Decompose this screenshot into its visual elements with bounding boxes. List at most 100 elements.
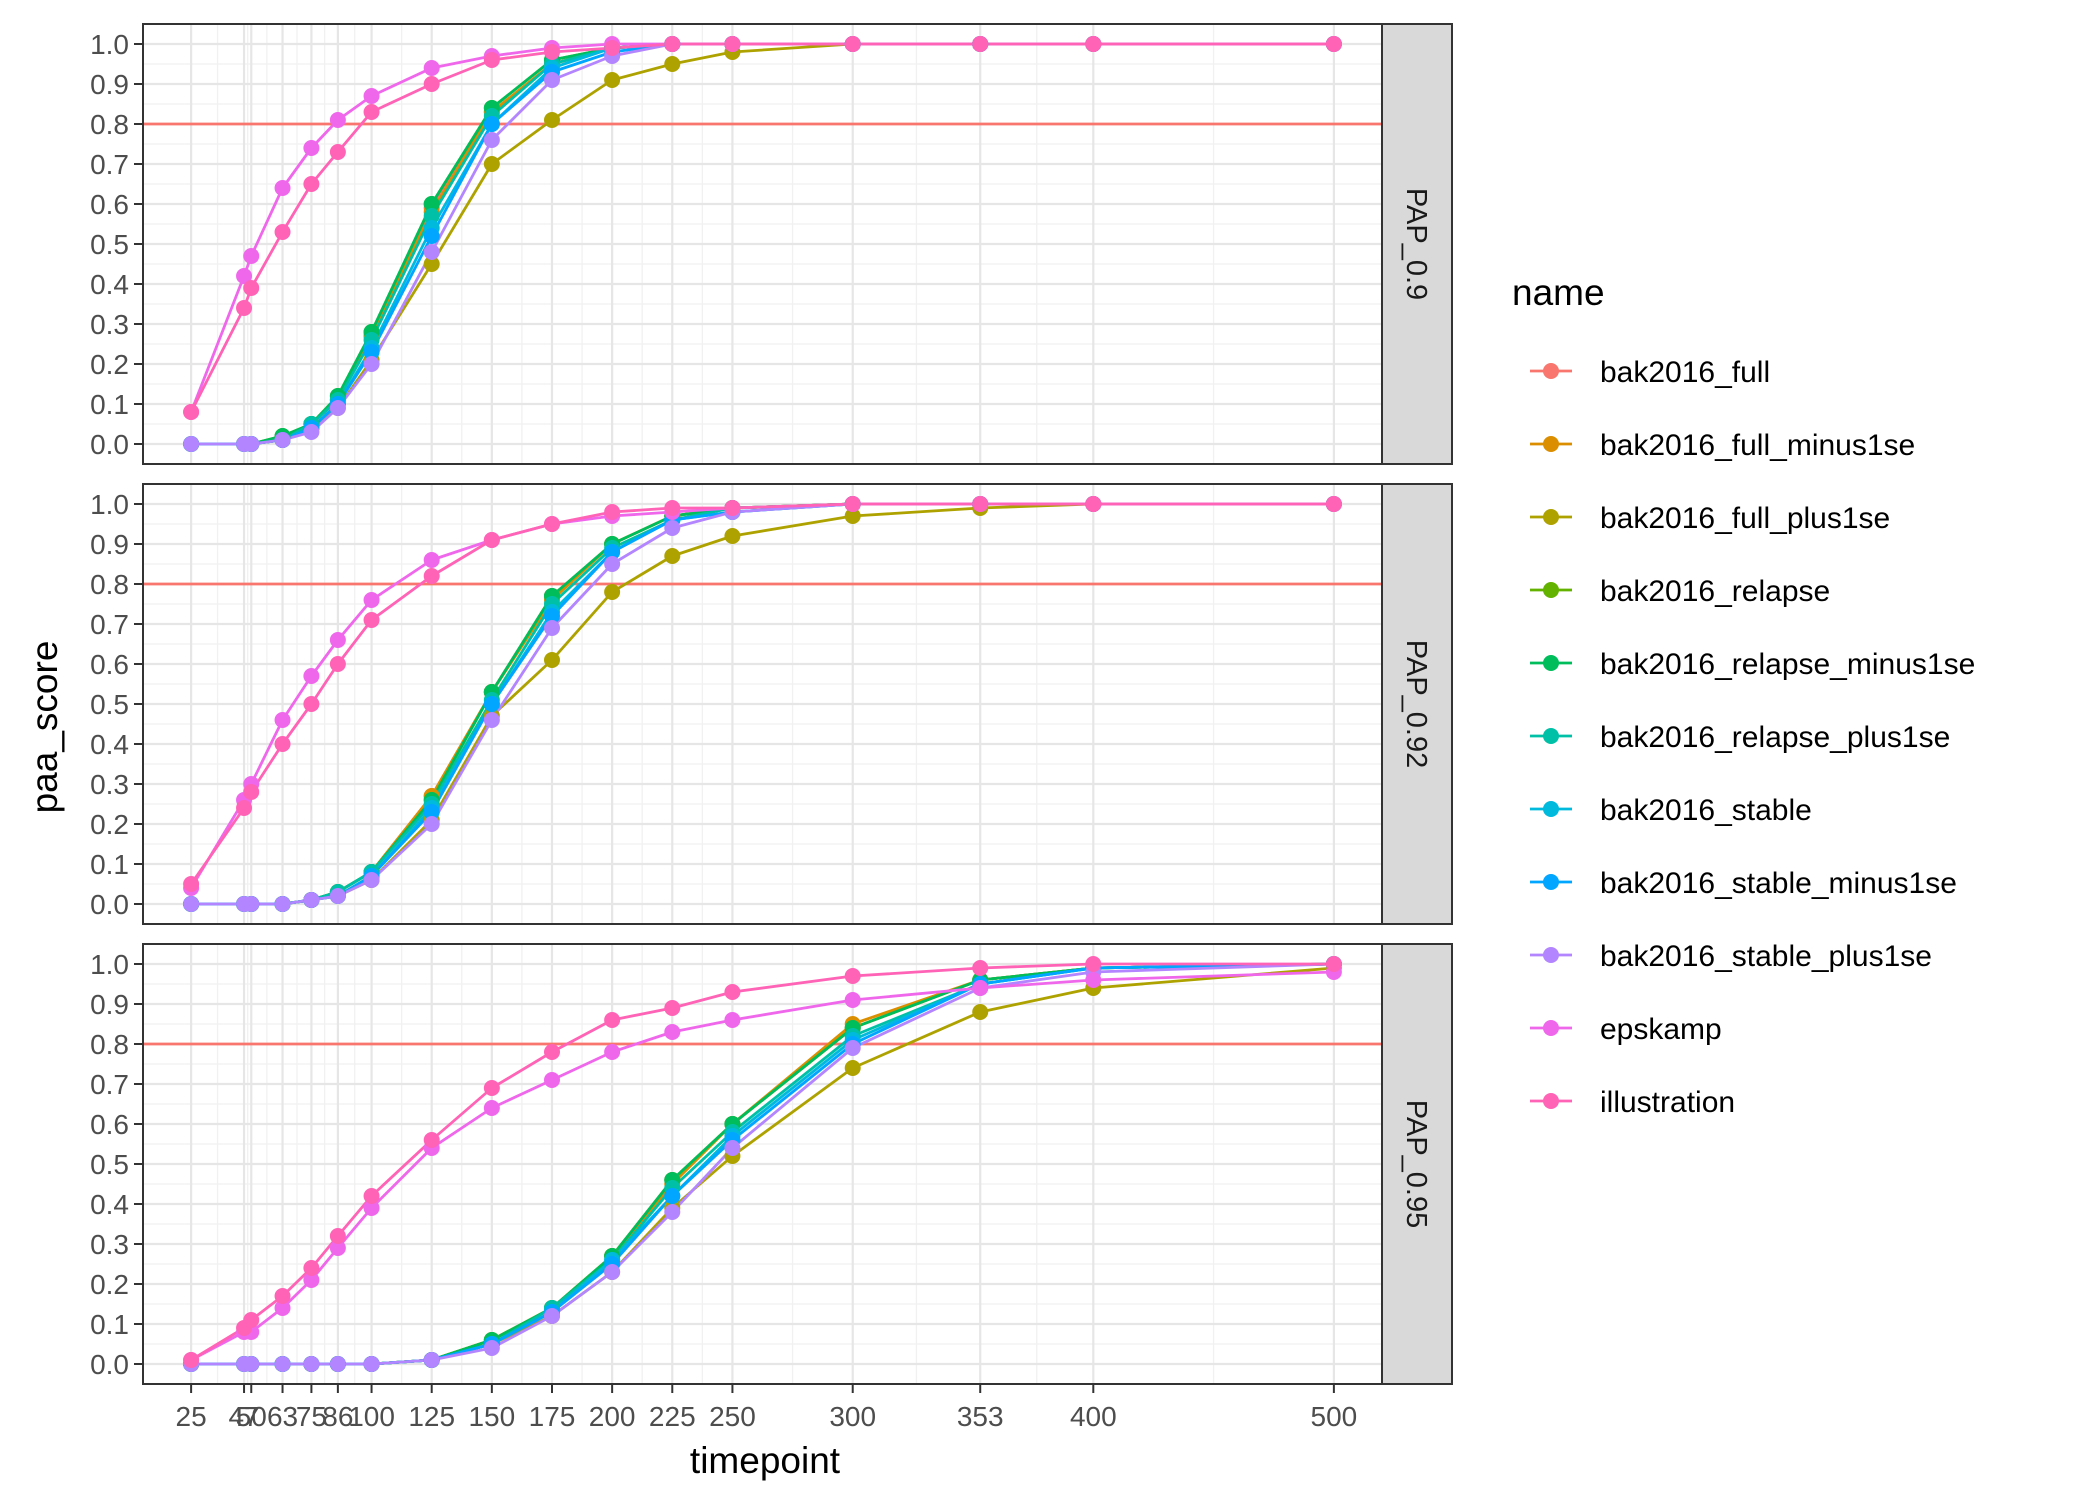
data-point-bak2016_stable_plus1se — [303, 424, 320, 440]
data-point-illustration — [183, 404, 200, 420]
data-point-bak2016_stable_plus1se — [724, 1140, 741, 1156]
data-point-bak2016_stable_minus1se — [483, 116, 500, 132]
data-point-epskamp — [329, 112, 346, 128]
data-point-epskamp — [329, 1240, 346, 1256]
data-point-epskamp — [363, 88, 380, 104]
data-point-illustration — [329, 144, 346, 160]
data-point-bak2016_full_plus1se — [543, 112, 560, 128]
data-point-epskamp — [543, 1072, 560, 1088]
data-point-bak2016_stable_minus1se — [543, 608, 560, 624]
legend-key-point — [1543, 1093, 1559, 1109]
data-point-epskamp — [303, 668, 320, 684]
data-point-illustration — [243, 1312, 260, 1328]
data-point-epskamp — [363, 1200, 380, 1216]
y-tick-label: 0.5 — [90, 1149, 129, 1180]
y-tick-label: 0.5 — [90, 689, 129, 720]
x-tick-label: 225 — [649, 1401, 696, 1432]
data-point-illustration — [274, 224, 291, 240]
x-tick-label: 50 — [236, 1401, 267, 1432]
data-point-bak2016_full_plus1se — [423, 256, 440, 272]
y-tick-label: 0.3 — [90, 1229, 129, 1260]
y-tick-label: 0.8 — [90, 1029, 129, 1060]
data-point-bak2016_stable_plus1se — [423, 244, 440, 260]
x-tick-label: 300 — [829, 1401, 876, 1432]
data-point-illustration — [329, 1228, 346, 1244]
data-point-illustration — [329, 656, 346, 672]
facet-strip-label: PAP_0.9 — [1400, 188, 1432, 300]
data-point-bak2016_stable_plus1se — [664, 1204, 681, 1220]
y-tick-label: 0.9 — [90, 69, 129, 100]
x-tick-label: 150 — [468, 1401, 515, 1432]
data-point-illustration — [543, 44, 560, 60]
data-point-illustration — [664, 500, 681, 516]
legend-item-bak2016_stable_minus1se: bak2016_stable_minus1se — [1530, 867, 1957, 900]
data-point-illustration — [483, 532, 500, 548]
data-point-bak2016_stable_plus1se — [483, 712, 500, 728]
data-point-bak2016_stable_plus1se — [329, 400, 346, 416]
x-tick-label: 200 — [589, 1401, 636, 1432]
legend-key-point — [1543, 363, 1559, 379]
data-point-bak2016_stable_minus1se — [363, 344, 380, 360]
data-point-bak2016_stable_plus1se — [329, 888, 346, 904]
data-point-illustration — [363, 1188, 380, 1204]
data-point-illustration — [183, 876, 200, 892]
y-tick-label: 0.4 — [90, 269, 129, 300]
data-point-epskamp — [274, 1300, 291, 1316]
x-tick-label: 400 — [1070, 1401, 1117, 1432]
data-point-epskamp — [483, 1100, 500, 1116]
facet-strip — [1381, 23, 1453, 465]
data-point-illustration — [236, 800, 253, 816]
y-axis-title: paa_score — [24, 641, 65, 814]
data-point-epskamp — [274, 712, 291, 728]
x-axis-title: timepoint — [690, 1440, 841, 1481]
x-tick-label: 500 — [1311, 1401, 1358, 1432]
data-point-illustration — [844, 36, 861, 52]
facet-panel-2: 0.0 0.1 0.2 0.3 0.4 0.5 0.6 0.7 0.8 0.9 1.0 PAP_0.9… — [90, 483, 1453, 925]
legend-key-point — [1543, 801, 1559, 817]
y-tick-label: 0.0 — [90, 889, 129, 920]
data-point-illustration — [724, 984, 741, 1000]
data-point-illustration — [543, 516, 560, 532]
data-point-bak2016_stable_plus1se — [303, 892, 320, 908]
legend-item-bak2016_full: bak2016_full — [1530, 356, 1770, 389]
legend-item-label: bak2016_full_plus1se — [1600, 502, 1890, 535]
data-point-epskamp — [303, 1272, 320, 1288]
y-tick-label: 0.8 — [90, 569, 129, 600]
legend-item-bak2016_relapse: bak2016_relapse — [1530, 575, 1830, 608]
x-tick-label: 353 — [957, 1401, 1004, 1432]
data-point-illustration — [303, 1260, 320, 1276]
y-tick-label: 0.6 — [90, 1109, 129, 1140]
axes-layer: timepoint paa_score — [24, 641, 841, 1481]
y-tick-label: 0.6 — [90, 649, 129, 680]
data-point-bak2016_full_plus1se — [844, 1060, 861, 1076]
data-point-epskamp — [236, 268, 253, 284]
series-group — [183, 956, 1342, 1372]
x-tick-label: 250 — [709, 1401, 756, 1432]
y-tick-label: 0.0 — [90, 429, 129, 460]
legend-key-point — [1543, 728, 1559, 744]
data-point-illustration — [303, 696, 320, 712]
data-point-bak2016_relapse_minus1se — [423, 196, 440, 212]
legend-item-epskamp: epskamp — [1530, 1013, 1722, 1046]
facet-panel-1: 0.0 0.1 0.2 0.3 0.4 0.5 0.6 0.7 0.8 0.9 1.0 PAP_0.9 — [90, 23, 1453, 465]
data-point-illustration — [274, 736, 291, 752]
data-point-illustration — [423, 568, 440, 584]
legend-key-point — [1543, 947, 1559, 963]
data-point-bak2016_stable_plus1se — [274, 432, 291, 448]
data-point-bak2016_stable_plus1se — [329, 1356, 346, 1372]
data-point-bak2016_stable_plus1se — [543, 620, 560, 636]
data-point-epskamp — [329, 632, 346, 648]
data-point-illustration — [483, 52, 500, 68]
legend-key-point — [1543, 874, 1559, 890]
data-point-epskamp — [844, 992, 861, 1008]
data-point-epskamp — [724, 1012, 741, 1028]
data-point-bak2016_stable_plus1se — [664, 520, 681, 536]
y-tick-label: 0.1 — [90, 1309, 129, 1340]
legend-key-point — [1543, 655, 1559, 671]
series-group — [183, 36, 1342, 452]
data-point-bak2016_full_plus1se — [844, 508, 861, 524]
data-point-bak2016_stable_plus1se — [363, 872, 380, 888]
y-tick-label: 0.1 — [90, 849, 129, 880]
data-point-illustration — [183, 1352, 200, 1368]
data-point-epskamp — [423, 60, 440, 76]
